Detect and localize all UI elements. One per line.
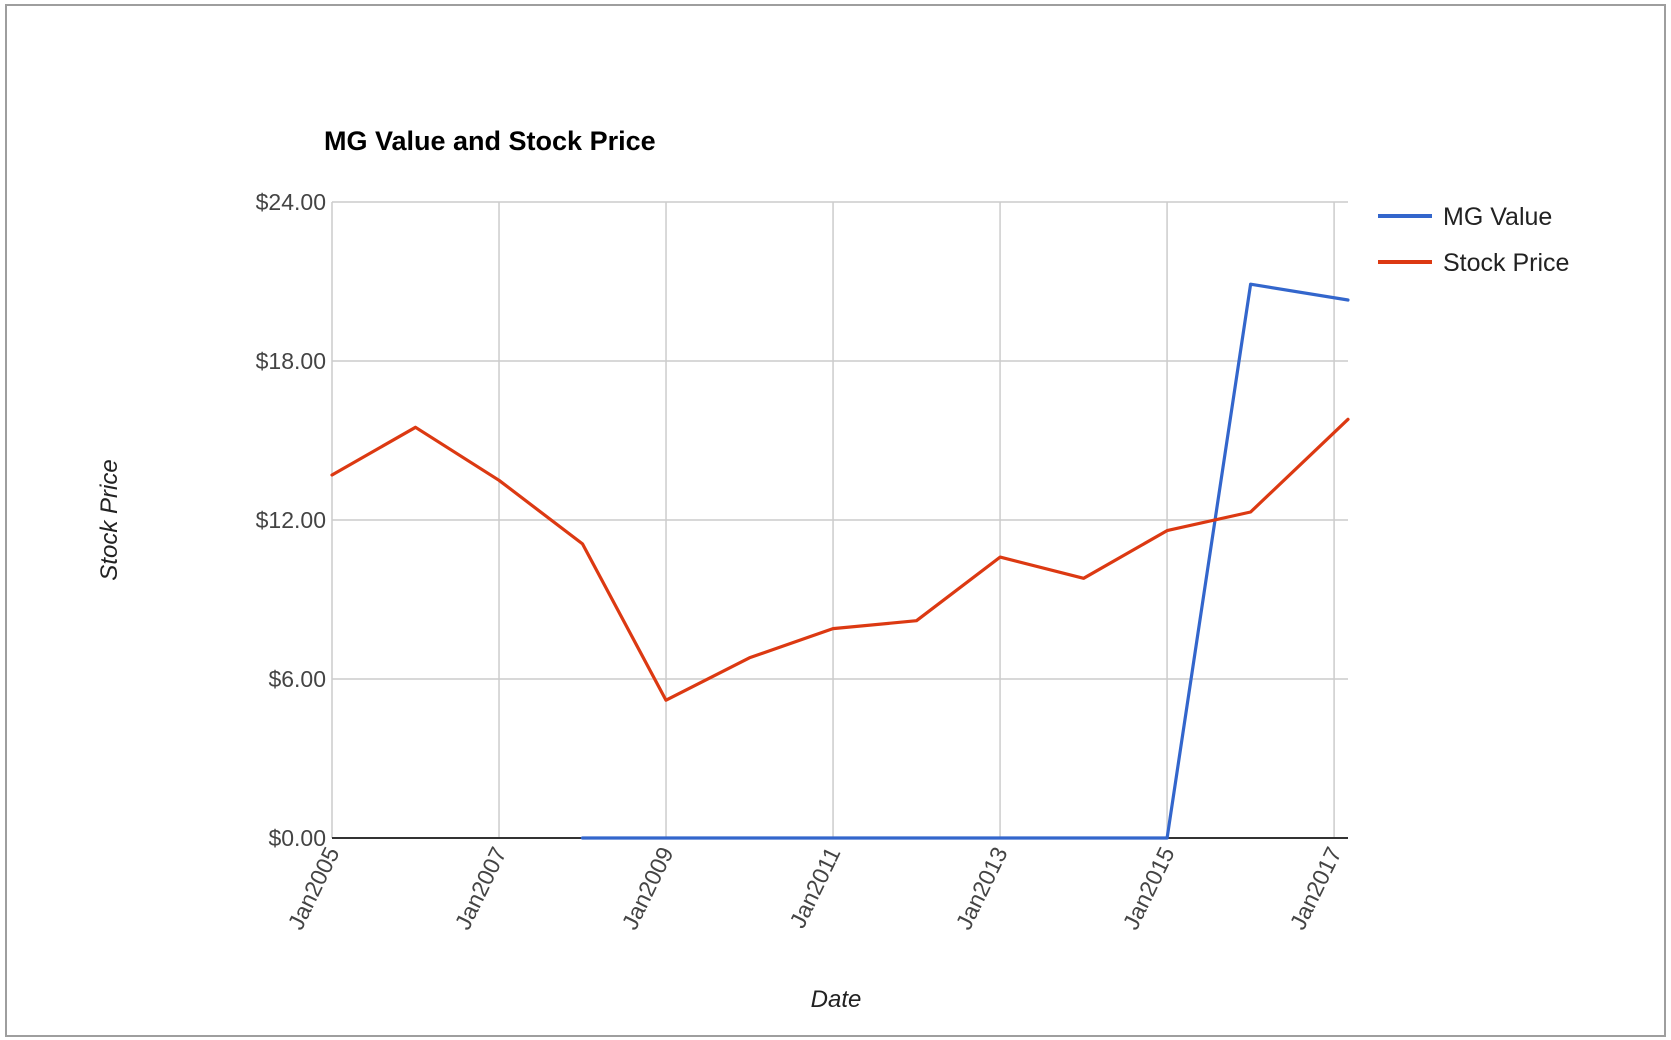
chart-title: MG Value and Stock Price [324,126,656,156]
series-line-0 [580,282,1350,840]
legend-label: Stock Price [1443,249,1569,277]
y-tick-label: $24.00 [256,189,326,215]
y-tick-label: $12.00 [256,507,326,533]
y-axis-title: Stock Price [96,459,123,580]
series-layer [330,282,1350,840]
y-axis-ticks: $0.00 $6.00 $12.00 $18.00 $24.00 [256,189,326,851]
y-tick-label: $6.00 [268,666,326,692]
x-axis-title: Date [811,986,862,1013]
legend: MG Value Stock Price [1378,203,1569,277]
y-tick-label: $0.00 [268,825,326,851]
grid-lines [331,201,1348,838]
legend-label: MG Value [1443,203,1552,231]
y-tick-label: $18.00 [256,348,326,374]
